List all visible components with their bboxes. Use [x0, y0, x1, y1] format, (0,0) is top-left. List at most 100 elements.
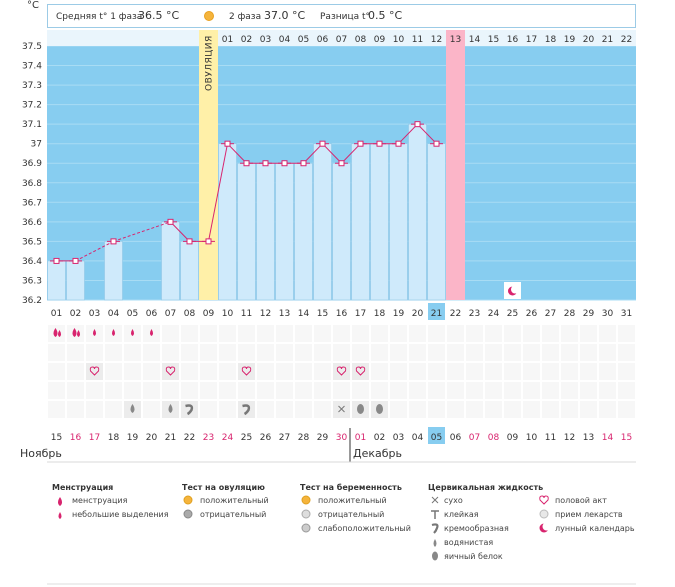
- symptom-cell: [180, 324, 199, 343]
- menstruation-drop-icon: [58, 497, 62, 506]
- symptom-cell: [370, 343, 389, 362]
- symptom-cell: [218, 381, 237, 400]
- cycle-day-label: 19: [393, 309, 405, 319]
- pregnancy-negative-icon: [301, 509, 311, 519]
- symptom-cell: [85, 400, 104, 419]
- symptom-cell: [446, 381, 465, 400]
- calendar-date: 24: [222, 433, 234, 443]
- temperature-point: [319, 140, 326, 147]
- calendar-date: 05: [431, 433, 442, 443]
- symptom-cell: [199, 343, 218, 362]
- temperature-bar: [408, 123, 427, 301]
- symptom-cell: [598, 324, 617, 343]
- symptom-cell: [142, 362, 161, 381]
- cycle-day-label: 18: [374, 309, 386, 319]
- symptom-cell: [541, 381, 560, 400]
- temperature-bar: [256, 162, 275, 301]
- calendar-date: 19: [127, 433, 139, 443]
- fluid-cell: [181, 401, 198, 418]
- symptom-cell: [484, 343, 503, 362]
- legend-pregnancy-negative: отрицательный: [318, 510, 384, 519]
- symptom-cell: [389, 324, 408, 343]
- legend-moon: лунный календарь: [555, 524, 635, 533]
- symptom-cell: [484, 324, 503, 343]
- header-box: [47, 4, 636, 28]
- symptom-cell: [522, 400, 541, 419]
- phase-day-label: 10: [393, 35, 405, 45]
- symptom-cell: [218, 362, 237, 381]
- symptom-cell: [579, 324, 598, 343]
- heart-icon: [241, 366, 252, 376]
- symptom-cell: [465, 362, 484, 381]
- calendar-highlight: [428, 427, 445, 444]
- symptom-cell: [484, 400, 503, 419]
- phase-day-label: 16: [507, 35, 519, 45]
- phase1-value: 36.5 °C: [138, 9, 179, 22]
- cycle-day-label: 27: [545, 309, 556, 319]
- temperature-bar: [275, 162, 294, 301]
- symptom-cell: [560, 381, 579, 400]
- symptom-cell: [560, 400, 579, 419]
- temperature-point: [186, 238, 193, 245]
- symptom-cell: [66, 381, 85, 400]
- symptom-cell: [389, 362, 408, 381]
- symptom-cell: [256, 400, 275, 419]
- temperature-point: [167, 218, 174, 225]
- phase2-label: 2 фаза: [229, 12, 261, 22]
- creamy-icon: [242, 404, 251, 416]
- symptom-cell: [313, 324, 332, 343]
- month-left-label: Ноябрь: [20, 447, 62, 460]
- symptom-cell: [351, 381, 370, 400]
- symptom-cell: [617, 324, 636, 343]
- temperature-bar: [389, 143, 408, 301]
- symptom-cell: [199, 324, 218, 343]
- symptom-cell: [161, 343, 180, 362]
- sun-icon: [204, 11, 214, 21]
- y-tick-label: 36.5: [22, 237, 42, 247]
- symptom-cell: [446, 324, 465, 343]
- symptom-cell: [85, 381, 104, 400]
- menstruation-drop-icon: [77, 330, 80, 337]
- phase-day-label: 15: [488, 35, 499, 45]
- symptom-cell: [617, 400, 636, 419]
- calendar-date: 02: [374, 433, 385, 443]
- temperature-line-segment: [208, 143, 228, 242]
- cycle-day-label: 13: [279, 309, 290, 319]
- phase-day-label: 08: [355, 35, 367, 45]
- temperature-point: [300, 160, 307, 167]
- cycle-day-label: 24: [488, 309, 500, 319]
- calendar-date: 23: [203, 433, 214, 443]
- legend-title-ovulation: Тест на овуляцию: [182, 483, 265, 492]
- symptom-cell: [598, 362, 617, 381]
- temperature-bar: [104, 241, 123, 301]
- cycle-day-label: 08: [184, 309, 196, 319]
- menstruation-drop-icon: [58, 330, 61, 337]
- calendar-date: 22: [184, 433, 195, 443]
- symptom-cell: [541, 324, 560, 343]
- symptom-cell: [123, 381, 142, 400]
- symptom-cell: [275, 343, 294, 362]
- calendar-date: 29: [317, 433, 329, 443]
- symptom-cell: [617, 381, 636, 400]
- symptom-cell: [256, 324, 275, 343]
- symptom-cell: [617, 343, 636, 362]
- legend-spotting: небольшие выделения: [72, 510, 169, 519]
- legend-title-cervical: Цервикальная жидкость: [428, 483, 543, 492]
- cycle-day-label: 22: [450, 309, 461, 319]
- symptom-cell: [256, 343, 275, 362]
- symptom-cell: [142, 400, 161, 419]
- symptom-cell: [522, 381, 541, 400]
- y-tick-label: 37: [31, 140, 42, 150]
- temperature-bar: [47, 260, 66, 301]
- temperature-point: [72, 257, 79, 264]
- symptom-cell: [598, 343, 617, 362]
- legend-pregnancy-weak: слабоположительный: [318, 524, 411, 533]
- calendar-date: 17: [89, 433, 100, 443]
- symptom-cell: [294, 324, 313, 343]
- sticky-icon: [431, 510, 439, 519]
- symptom-cell: [256, 362, 275, 381]
- symptom-cell: [370, 381, 389, 400]
- legend-creamy: кремообразная: [444, 524, 509, 533]
- symptom-cell: [237, 381, 256, 400]
- symptom-cell: [484, 362, 503, 381]
